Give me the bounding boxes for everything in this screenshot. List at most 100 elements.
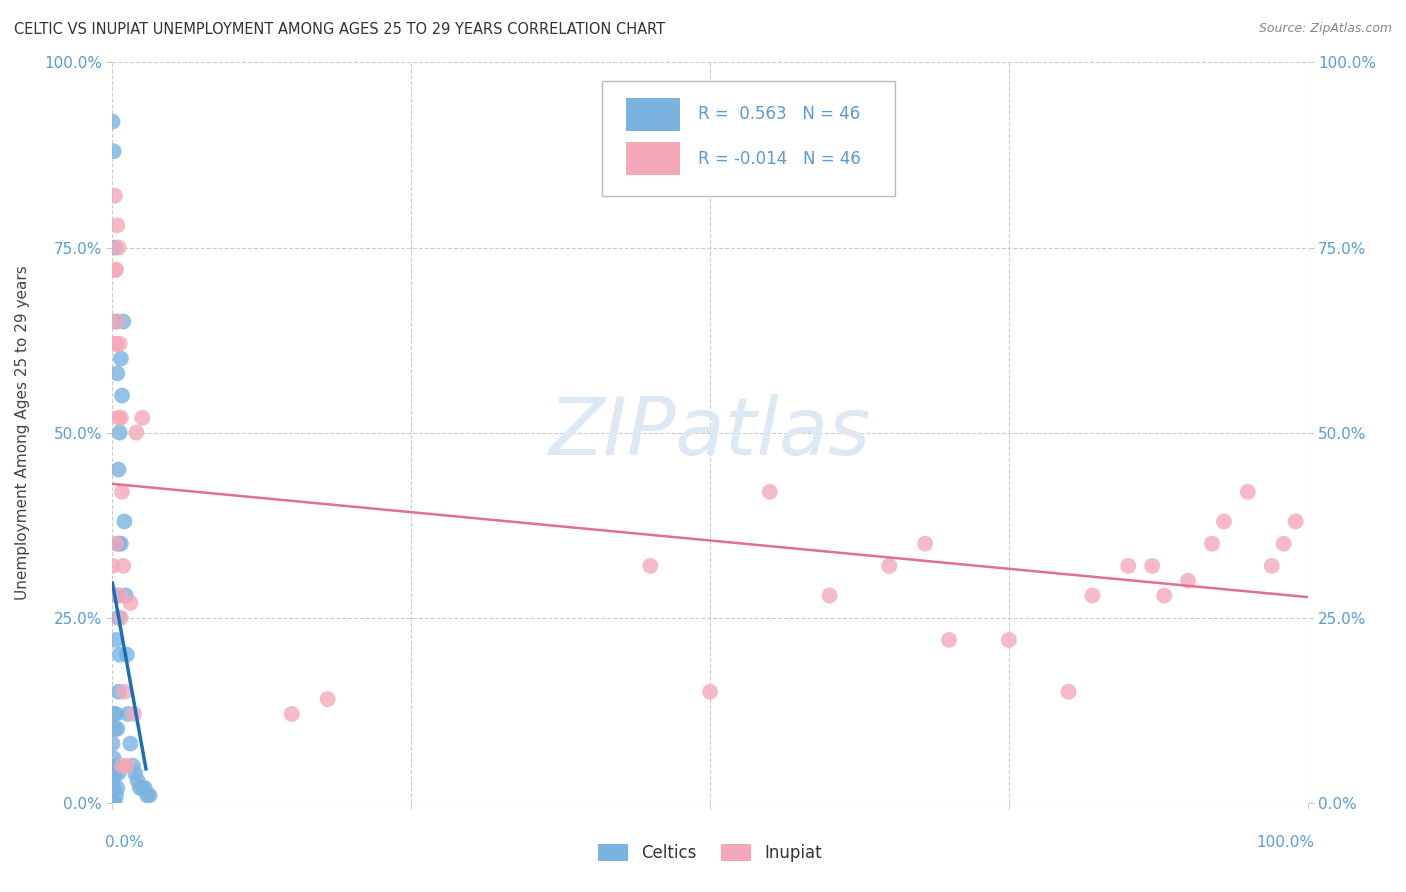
Point xyxy=(122,706,145,721)
Point xyxy=(129,780,152,795)
Text: CELTIC VS INUPIAT UNEMPLOYMENT AMONG AGES 25 TO 29 YEARS CORRELATION CHART: CELTIC VS INUPIAT UNEMPLOYMENT AMONG AGE… xyxy=(14,22,665,37)
Point xyxy=(105,589,128,603)
Point xyxy=(759,484,782,499)
Point xyxy=(134,780,156,795)
Point xyxy=(105,706,128,721)
Point xyxy=(120,737,142,751)
Point xyxy=(818,589,841,603)
Point xyxy=(108,648,131,662)
Point xyxy=(938,632,960,647)
Point xyxy=(105,536,128,550)
Point xyxy=(1213,515,1236,529)
Point xyxy=(101,737,124,751)
Point xyxy=(110,536,132,550)
Point xyxy=(110,410,132,425)
Point xyxy=(105,336,128,351)
Point xyxy=(114,515,135,529)
Point xyxy=(105,632,128,647)
Point xyxy=(107,240,129,255)
Point xyxy=(1081,589,1104,603)
Y-axis label: Unemployment Among Ages 25 to 29 years: Unemployment Among Ages 25 to 29 years xyxy=(15,265,30,600)
Point xyxy=(107,685,129,699)
Text: ZIPatlas: ZIPatlas xyxy=(548,393,872,472)
Point xyxy=(138,789,160,803)
Point xyxy=(105,219,128,233)
Point xyxy=(112,558,135,573)
Text: Source: ZipAtlas.com: Source: ZipAtlas.com xyxy=(1258,22,1392,36)
Point xyxy=(103,706,125,721)
Point xyxy=(1285,515,1308,529)
Point xyxy=(107,536,129,550)
Point xyxy=(105,262,128,277)
Point xyxy=(108,425,131,440)
Point xyxy=(125,425,148,440)
Bar xyxy=(627,142,681,176)
Point xyxy=(104,262,127,277)
Point xyxy=(1057,685,1080,699)
Point xyxy=(105,314,128,328)
Point xyxy=(104,188,127,202)
Point xyxy=(101,558,124,573)
Point xyxy=(101,114,124,128)
Point xyxy=(105,758,128,772)
Point xyxy=(107,610,129,624)
Point xyxy=(104,722,127,736)
Point xyxy=(108,336,131,351)
Point xyxy=(105,789,128,803)
Text: R =  0.563   N = 46: R = 0.563 N = 46 xyxy=(699,105,860,123)
Point xyxy=(1142,558,1164,573)
Point xyxy=(281,706,304,721)
Point xyxy=(110,351,132,366)
Point xyxy=(105,722,128,736)
Text: R = -0.014   N = 46: R = -0.014 N = 46 xyxy=(699,150,860,168)
Point xyxy=(104,766,127,780)
Point xyxy=(1153,589,1175,603)
Point xyxy=(879,558,901,573)
Point xyxy=(108,589,131,603)
Point xyxy=(120,596,142,610)
Point xyxy=(114,685,135,699)
Point xyxy=(117,706,139,721)
Point xyxy=(114,589,136,603)
Point xyxy=(640,558,662,573)
Point xyxy=(103,780,125,795)
Point xyxy=(124,766,146,780)
Point xyxy=(127,773,149,788)
Point xyxy=(1272,536,1295,550)
Point xyxy=(115,758,138,772)
Point xyxy=(115,648,138,662)
Point xyxy=(105,780,128,795)
Bar xyxy=(627,97,681,131)
Point xyxy=(101,773,124,788)
Point xyxy=(110,610,132,624)
Text: 0.0%: 0.0% xyxy=(105,836,145,850)
Point xyxy=(998,632,1021,647)
Point xyxy=(105,314,128,328)
Point xyxy=(121,758,143,772)
Point xyxy=(111,484,134,499)
Point xyxy=(136,789,159,803)
Point xyxy=(105,367,128,381)
Point xyxy=(1261,558,1284,573)
Point xyxy=(1118,558,1140,573)
Point xyxy=(914,536,936,550)
Point xyxy=(1237,484,1260,499)
Point xyxy=(111,388,134,402)
Point xyxy=(107,410,129,425)
Point xyxy=(103,336,125,351)
Point xyxy=(316,692,339,706)
Point xyxy=(104,240,127,255)
Legend: Celtics, Inupiat: Celtics, Inupiat xyxy=(591,837,830,869)
Point xyxy=(131,780,153,795)
Point xyxy=(103,751,125,765)
Point xyxy=(699,685,721,699)
Point xyxy=(103,145,125,159)
Point xyxy=(1177,574,1199,588)
Point xyxy=(104,796,127,810)
Point xyxy=(111,758,134,772)
Point xyxy=(107,462,129,476)
Point xyxy=(112,314,135,328)
Point xyxy=(107,766,129,780)
Point xyxy=(131,410,153,425)
Point xyxy=(101,796,124,810)
